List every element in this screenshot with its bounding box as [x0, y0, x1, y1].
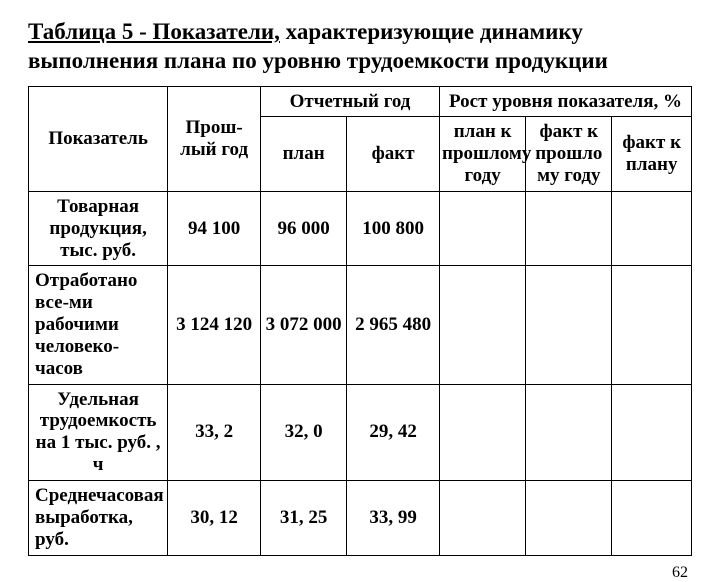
title-underlined: Таблица 5 - Показатели,	[28, 19, 280, 44]
cell-g1	[440, 481, 526, 556]
cell-fact: 29, 42	[347, 384, 440, 480]
col-plan-to-prev: план к прошлому году	[440, 117, 526, 192]
cell-g2	[526, 191, 612, 266]
cell-fact: 2 965 480	[347, 266, 440, 384]
cell-prev: 3 124 120	[168, 266, 261, 384]
table-caption: Таблица 5 - Показатели, характеризующие …	[28, 18, 692, 76]
page-number: 62	[28, 556, 692, 582]
cell-fact: 100 800	[347, 191, 440, 266]
cell-g3	[612, 384, 692, 480]
cell-prev: 94 100	[168, 191, 261, 266]
cell-g1	[440, 266, 526, 384]
table-body: Товарная продукция, тыс. руб. 94 100 96 …	[29, 191, 692, 555]
col-last-year: Прош-лый год	[168, 86, 261, 191]
data-table: Показатель Прош-лый год Отчетный год Рос…	[28, 86, 692, 556]
cell-fact: 33, 99	[347, 481, 440, 556]
cell-label: Среднечасовая выработка, руб.	[29, 481, 168, 556]
col-report-year: Отчетный год	[261, 86, 440, 117]
cell-label: Товарная продукция, тыс. руб.	[29, 191, 168, 266]
cell-label: Удельная трудоемкость на 1 тыс. руб. , ч	[29, 384, 168, 480]
cell-plan: 31, 25	[261, 481, 347, 556]
cell-prev: 33, 2	[168, 384, 261, 480]
cell-g1	[440, 384, 526, 480]
col-fact: факт	[347, 117, 440, 192]
table-row: Среднечасовая выработка, руб. 30, 12 31,…	[29, 481, 692, 556]
cell-g1	[440, 191, 526, 266]
table-row: Удельная трудоемкость на 1 тыс. руб. , ч…	[29, 384, 692, 480]
col-plan: план	[261, 117, 347, 192]
page-container: Таблица 5 - Показатели, характеризующие …	[0, 0, 720, 582]
col-fact-to-prev: факт к прошло му году	[526, 117, 612, 192]
cell-plan: 32, 0	[261, 384, 347, 480]
col-growth: Рост уровня показателя, %	[440, 86, 692, 117]
col-fact-to-plan: факт к плану	[612, 117, 692, 192]
cell-g3	[612, 266, 692, 384]
cell-g3	[612, 481, 692, 556]
table-row: Товарная продукция, тыс. руб. 94 100 96 …	[29, 191, 692, 266]
cell-label: Отработано все-ми рабочими человеко-часо…	[29, 266, 168, 384]
cell-g2	[526, 266, 612, 384]
cell-g2	[526, 481, 612, 556]
col-indicator: Показатель	[29, 86, 168, 191]
cell-plan: 96 000	[261, 191, 347, 266]
table-header: Показатель Прош-лый год Отчетный год Рос…	[29, 86, 692, 191]
cell-g3	[612, 191, 692, 266]
cell-plan: 3 072 000	[261, 266, 347, 384]
cell-g2	[526, 384, 612, 480]
table-row: Отработано все-ми рабочими человеко-часо…	[29, 266, 692, 384]
cell-prev: 30, 12	[168, 481, 261, 556]
